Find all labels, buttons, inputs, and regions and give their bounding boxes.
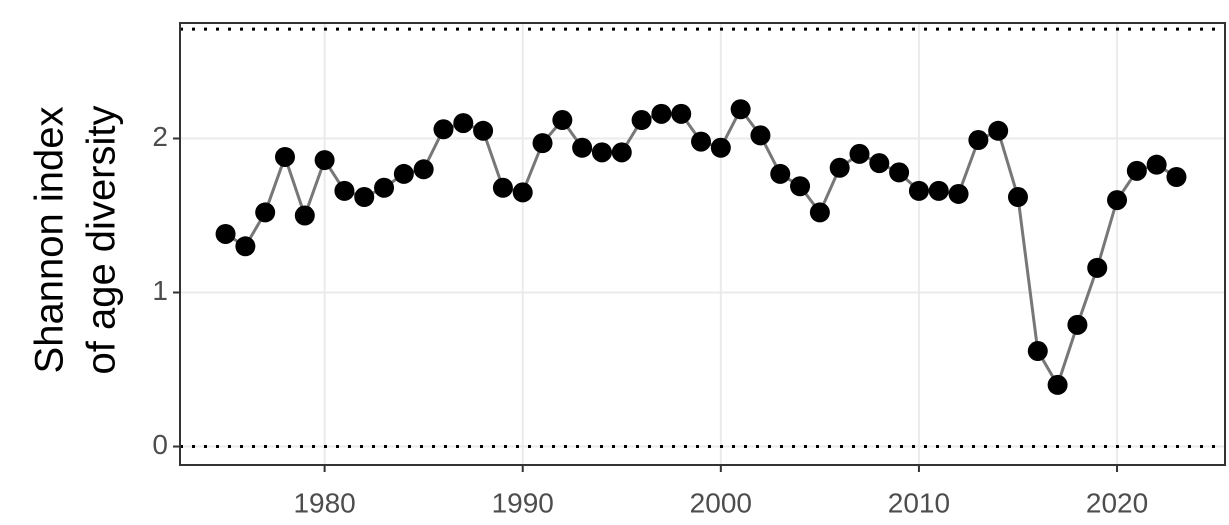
data-point bbox=[1007, 187, 1028, 208]
data-point bbox=[829, 157, 850, 178]
y-tick-label: 2 bbox=[152, 121, 168, 152]
data-point bbox=[413, 159, 434, 180]
x-tick-label: 1990 bbox=[492, 487, 554, 518]
data-point bbox=[255, 202, 276, 223]
data-point bbox=[473, 120, 494, 141]
data-point bbox=[235, 236, 256, 257]
data-point bbox=[988, 120, 1009, 141]
data-point bbox=[334, 180, 355, 201]
data-point bbox=[492, 177, 513, 198]
data-point bbox=[750, 125, 771, 146]
data-point bbox=[453, 113, 474, 134]
data-point bbox=[393, 163, 414, 184]
data-point bbox=[790, 176, 811, 197]
data-point bbox=[274, 146, 295, 167]
plot-border bbox=[179, 22, 1226, 466]
data-point bbox=[869, 153, 890, 174]
data-point bbox=[1107, 190, 1128, 211]
data-point bbox=[968, 130, 989, 151]
data-point bbox=[374, 177, 395, 198]
data-point bbox=[354, 187, 375, 208]
data-point bbox=[651, 103, 672, 124]
data-point bbox=[611, 142, 632, 163]
x-tick-label: 2020 bbox=[1086, 487, 1148, 518]
data-point bbox=[1067, 314, 1088, 335]
data-point bbox=[928, 180, 949, 201]
data-point bbox=[572, 137, 593, 158]
data-point bbox=[1166, 167, 1187, 188]
y-axis-label: Shannon index bbox=[28, 107, 72, 374]
data-point bbox=[532, 133, 553, 154]
data-point bbox=[889, 162, 910, 183]
x-tick-label: 2000 bbox=[690, 487, 752, 518]
data-point bbox=[591, 142, 612, 163]
x-tick-label: 1980 bbox=[293, 487, 355, 518]
data-point bbox=[552, 110, 573, 131]
data-point bbox=[1087, 257, 1108, 278]
data-point bbox=[294, 205, 315, 226]
data-point bbox=[908, 180, 929, 201]
data-point bbox=[730, 99, 751, 120]
y-tick-label: 0 bbox=[152, 429, 168, 460]
x-tick-label: 2010 bbox=[888, 487, 950, 518]
data-point bbox=[314, 150, 335, 171]
data-point bbox=[1146, 154, 1167, 175]
data-point bbox=[770, 163, 791, 184]
data-point bbox=[691, 131, 712, 152]
y-tick-label: 1 bbox=[152, 275, 168, 306]
data-point bbox=[1126, 160, 1147, 181]
data-point bbox=[1027, 341, 1048, 362]
data-point bbox=[849, 143, 870, 164]
data-point bbox=[215, 223, 236, 244]
y-axis-label: of age diversity bbox=[80, 105, 124, 374]
data-point bbox=[671, 103, 692, 124]
data-point bbox=[809, 202, 830, 223]
data-point bbox=[631, 110, 652, 131]
data-point bbox=[512, 182, 533, 203]
data-point bbox=[710, 137, 731, 158]
data-point bbox=[948, 183, 969, 204]
data-point bbox=[1047, 374, 1068, 395]
data-point bbox=[433, 119, 454, 140]
